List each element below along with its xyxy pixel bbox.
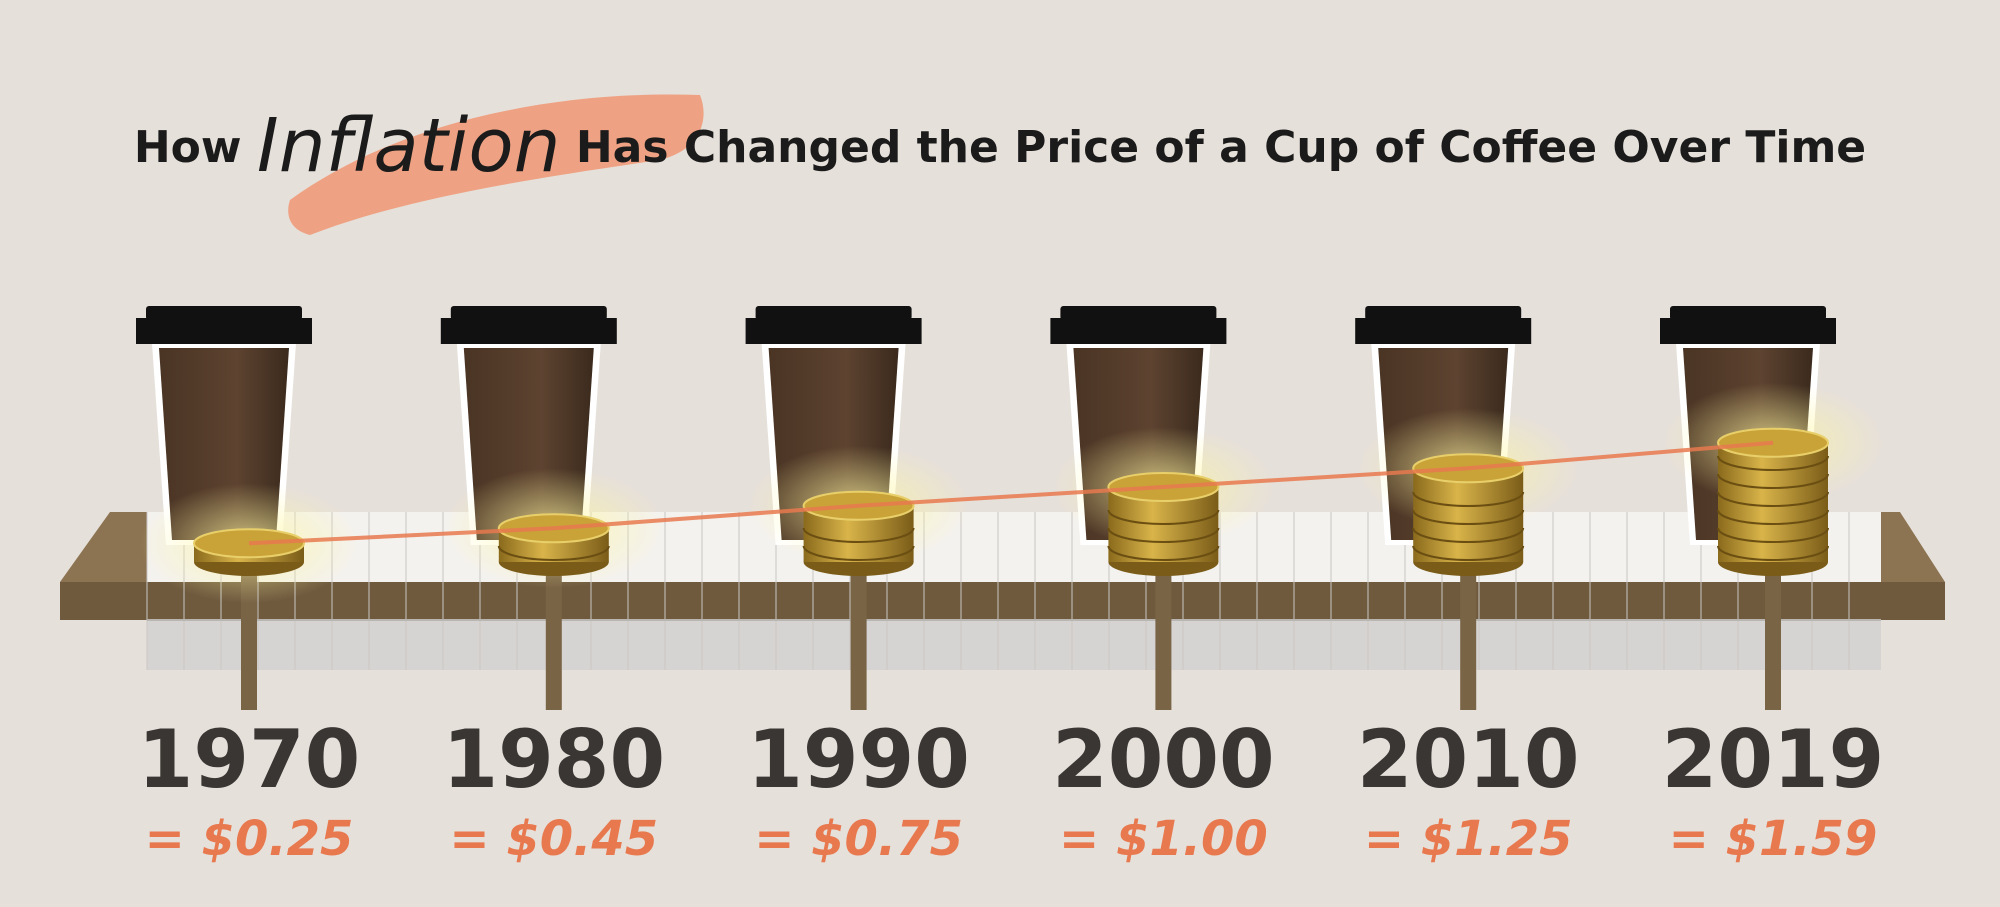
post [1765, 567, 1781, 710]
coin-edge [1717, 491, 1829, 507]
cup-lid-top [755, 306, 912, 320]
coin-edge [1717, 509, 1829, 525]
cup-lid-top [1365, 306, 1522, 320]
chart-title: How Inflation Has Changed the Price of a… [134, 103, 1866, 189]
year-label: 1980 [442, 713, 665, 806]
post [850, 567, 867, 710]
coin-edge [1412, 491, 1525, 507]
coin-edge [802, 545, 915, 561]
title-emphasis: Inflation [257, 103, 561, 189]
title-prefix: How [134, 122, 242, 173]
coin-edge [1107, 509, 1220, 525]
cup-lid-top [1670, 306, 1826, 320]
coin-edge [1412, 527, 1525, 543]
price-label: = $0.75 [754, 811, 963, 867]
year-label: 2019 [1662, 713, 1885, 806]
coin-stack [497, 513, 610, 576]
coin-edge [802, 527, 915, 543]
price-label: = $0.25 [145, 811, 354, 867]
cup-lid [745, 318, 922, 344]
year-label: 1970 [138, 713, 361, 806]
post [545, 567, 562, 710]
cup-lid [1050, 318, 1227, 344]
coin-edge [1412, 509, 1525, 525]
year-label: 2010 [1357, 713, 1580, 806]
brush-stroke [288, 94, 704, 235]
coin-edge [1717, 545, 1829, 561]
cup-lid [136, 318, 312, 344]
cup-lid-top [450, 306, 607, 320]
coin-edge [1107, 527, 1220, 543]
year-label: 2000 [1052, 713, 1275, 806]
trend-line [248, 440, 1774, 546]
cup-lid [1660, 318, 1836, 344]
post [1155, 567, 1172, 710]
year-label: 1990 [747, 713, 970, 806]
coin-edge [1717, 455, 1829, 471]
price-label: = $0.45 [449, 811, 658, 867]
coin-edge [1107, 545, 1220, 561]
cup-lid [1355, 318, 1532, 344]
coin-edge [1717, 527, 1829, 543]
title-suffix: Has Changed the Price of a Cup of Coffee… [576, 122, 1866, 173]
price-label: = $1.59 [1669, 811, 1878, 867]
cup-lid [440, 318, 617, 344]
cup-lid-top [1060, 306, 1217, 320]
coin-stack [1717, 427, 1829, 576]
coin-stack [193, 528, 305, 576]
post [1460, 567, 1477, 710]
price-label: = $1.00 [1059, 811, 1268, 867]
coin-edge [1412, 545, 1525, 561]
cup-lid-top [146, 306, 302, 320]
coin-stack [1107, 472, 1220, 576]
coin-edge [1717, 473, 1829, 489]
price-label: = $1.25 [1364, 811, 1573, 867]
coin-stack-body [1413, 468, 1524, 562]
coin-edge [497, 545, 610, 561]
